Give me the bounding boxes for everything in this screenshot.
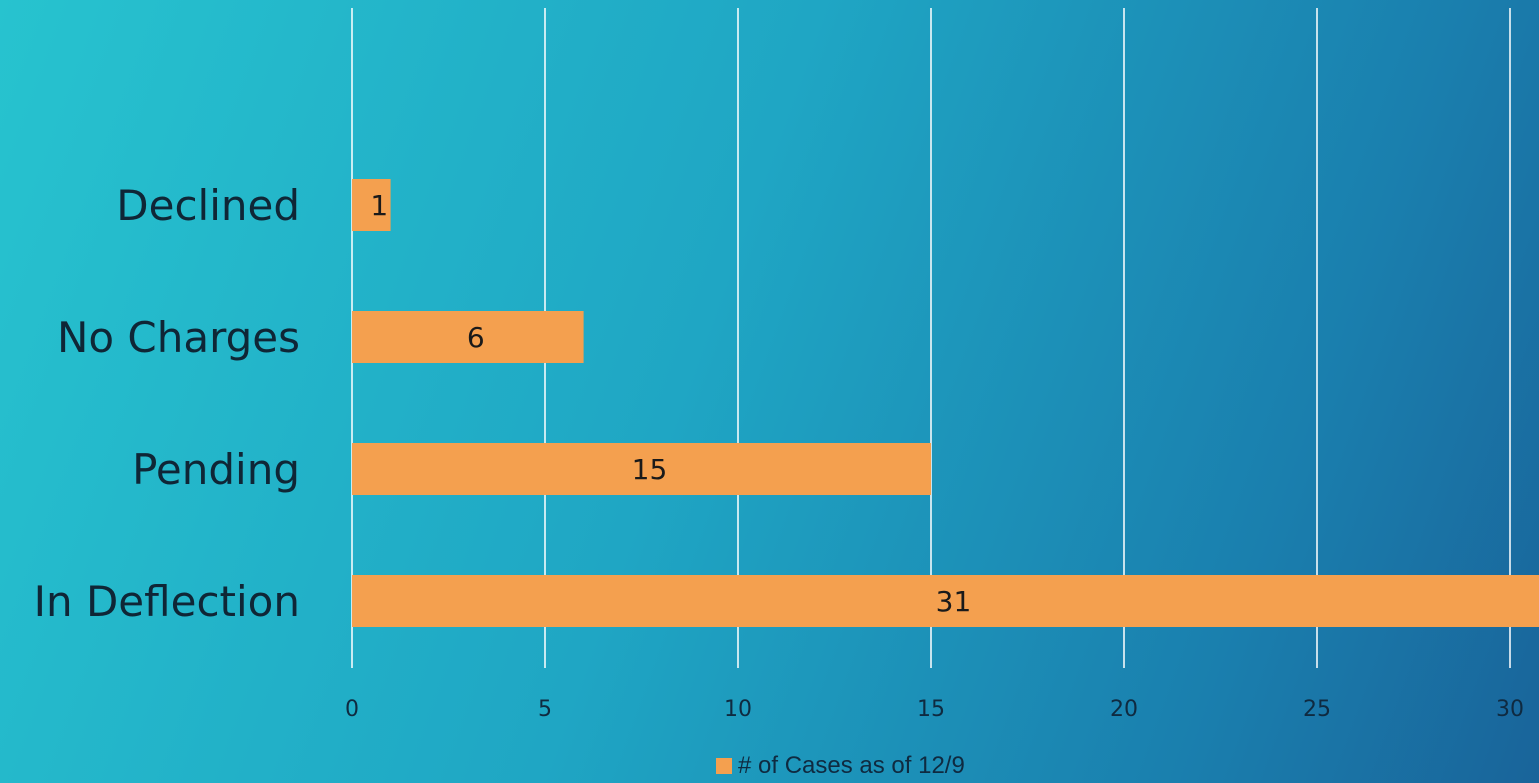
- bar-layer: [352, 179, 1539, 627]
- bar-in-deflection: [352, 575, 1539, 627]
- x-tick-label-25: 25: [1303, 697, 1331, 722]
- legend-label: # of Cases as of 12/9: [738, 752, 965, 779]
- x-tick-label-30: 30: [1496, 697, 1524, 722]
- x-tick-label-0: 0: [345, 697, 359, 722]
- x-tick-label-10: 10: [724, 697, 752, 722]
- bar-declined: [352, 179, 391, 231]
- data-label-pending: 15: [632, 453, 668, 486]
- data-label-layer: 1 6 15 31: [370, 189, 971, 618]
- bar-no-charges: [352, 311, 584, 363]
- data-label-declined: 1: [370, 189, 388, 222]
- category-label-no-charges: No Charges: [57, 313, 300, 362]
- data-label-in-deflection: 31: [936, 585, 972, 618]
- x-tick-label-15: 15: [917, 697, 945, 722]
- category-label-layer: Declined No Charges Pending In Deflection: [34, 181, 300, 626]
- legend: # of Cases as of 12/9: [716, 752, 965, 780]
- tick-label-layer: 0 5 10 15 20 25 30: [345, 697, 1524, 722]
- x-tick-label-5: 5: [538, 697, 552, 722]
- x-tick-label-20: 20: [1110, 697, 1138, 722]
- category-label-pending: Pending: [132, 445, 300, 494]
- grid-layer: [351, 8, 1511, 668]
- legend-swatch: [716, 758, 732, 774]
- category-label-in-deflection: In Deflection: [34, 577, 300, 626]
- data-label-no-charges: 6: [467, 321, 485, 354]
- bar-pending: [352, 443, 931, 495]
- category-label-declined: Declined: [116, 181, 300, 230]
